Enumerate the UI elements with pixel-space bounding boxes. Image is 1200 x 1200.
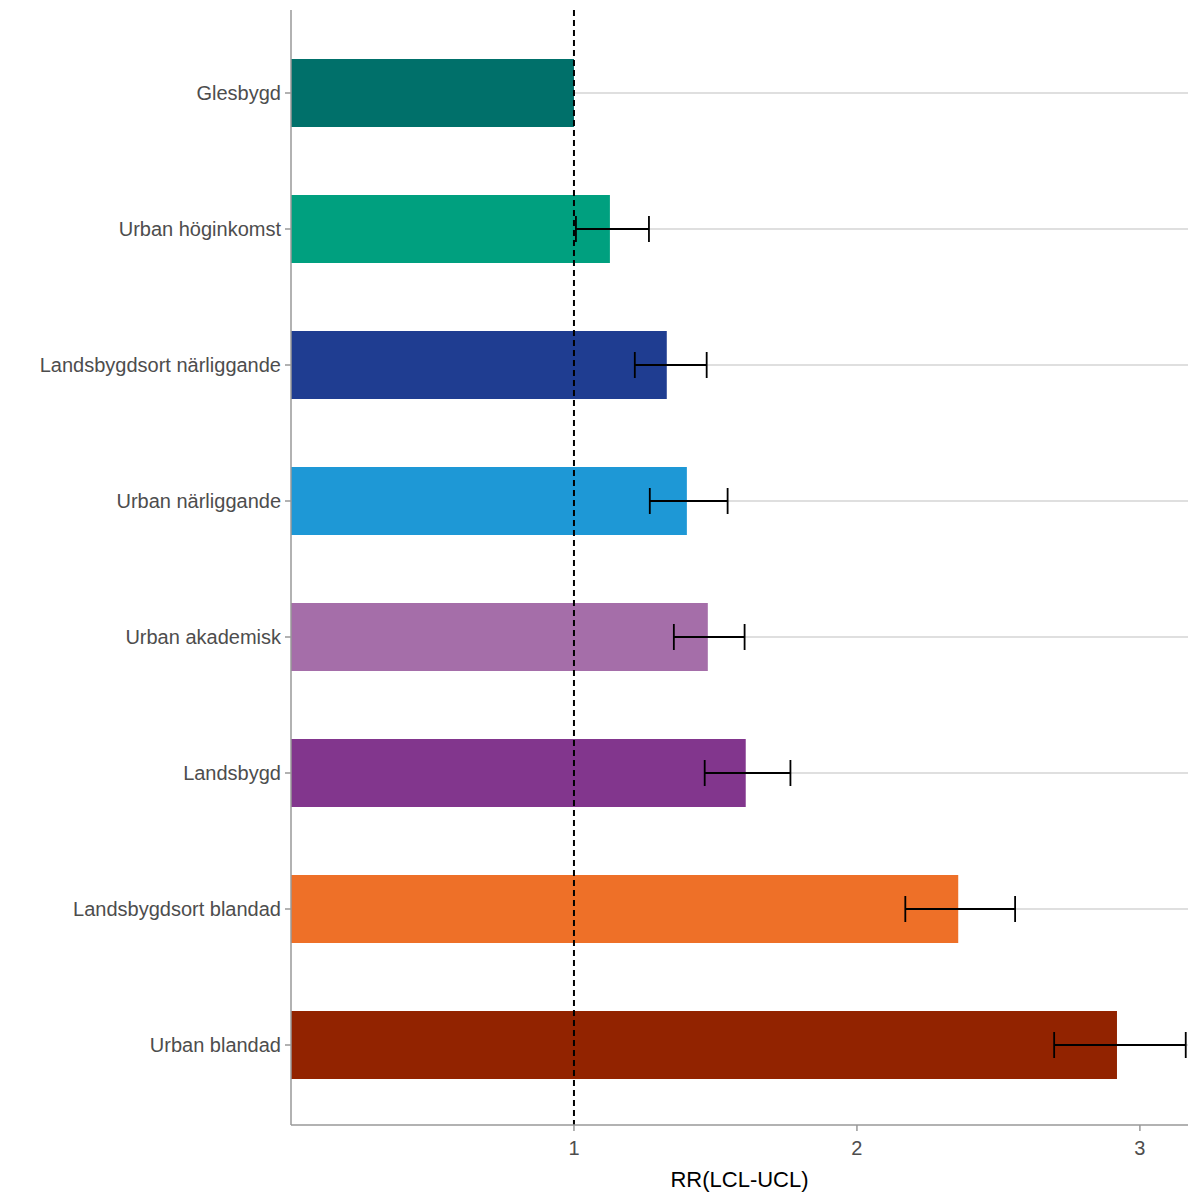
x-tick-label: 1 <box>568 1137 579 1159</box>
bar <box>291 603 708 671</box>
error-bar <box>705 760 791 786</box>
error-bar <box>635 352 707 378</box>
y-tick <box>285 636 291 638</box>
bar <box>291 331 667 399</box>
bar <box>291 195 610 263</box>
category-label: Landsbygdsort närliggande <box>40 354 281 376</box>
bar <box>291 875 958 943</box>
category-label: Urban höginkomst <box>119 218 282 240</box>
x-tick <box>1139 1125 1141 1131</box>
chart: Glesbygd Urban höginkomst Landsbygdsort nä… <box>0 0 1200 1200</box>
bars <box>291 10 1186 1125</box>
error-bar <box>650 488 728 514</box>
category-label: Urban akademisk <box>125 626 282 648</box>
y-tick <box>285 364 291 366</box>
category-label: Glesbygd <box>197 82 282 104</box>
bar <box>291 59 574 127</box>
bar <box>291 467 687 535</box>
y-tick <box>285 92 291 94</box>
category-label: Landsbygdsort blandad <box>73 898 281 920</box>
bar <box>291 1011 1117 1079</box>
y-axis <box>290 10 292 1125</box>
category-label: Landsbygd <box>183 762 281 784</box>
y-tick <box>285 772 291 774</box>
reference-line <box>573 10 575 1125</box>
y-tick <box>285 1044 291 1046</box>
x-tick <box>856 1125 858 1131</box>
y-tick <box>285 908 291 910</box>
y-tick <box>285 500 291 502</box>
x-axis-label: RR(LCL-UCL) <box>670 1167 808 1192</box>
category-label: Urban närliggande <box>116 490 281 512</box>
bar <box>291 739 746 807</box>
error-bar <box>905 896 1015 922</box>
category-label: Urban blandad <box>150 1034 281 1056</box>
x-tick-label: 3 <box>1134 1137 1145 1159</box>
error-bar <box>576 216 649 242</box>
x-axis <box>291 1124 1188 1126</box>
error-bar <box>674 624 745 650</box>
x-tick <box>573 1125 575 1131</box>
error-bar <box>1054 1032 1186 1058</box>
y-tick <box>285 228 291 230</box>
x-tick-label: 2 <box>851 1137 862 1159</box>
